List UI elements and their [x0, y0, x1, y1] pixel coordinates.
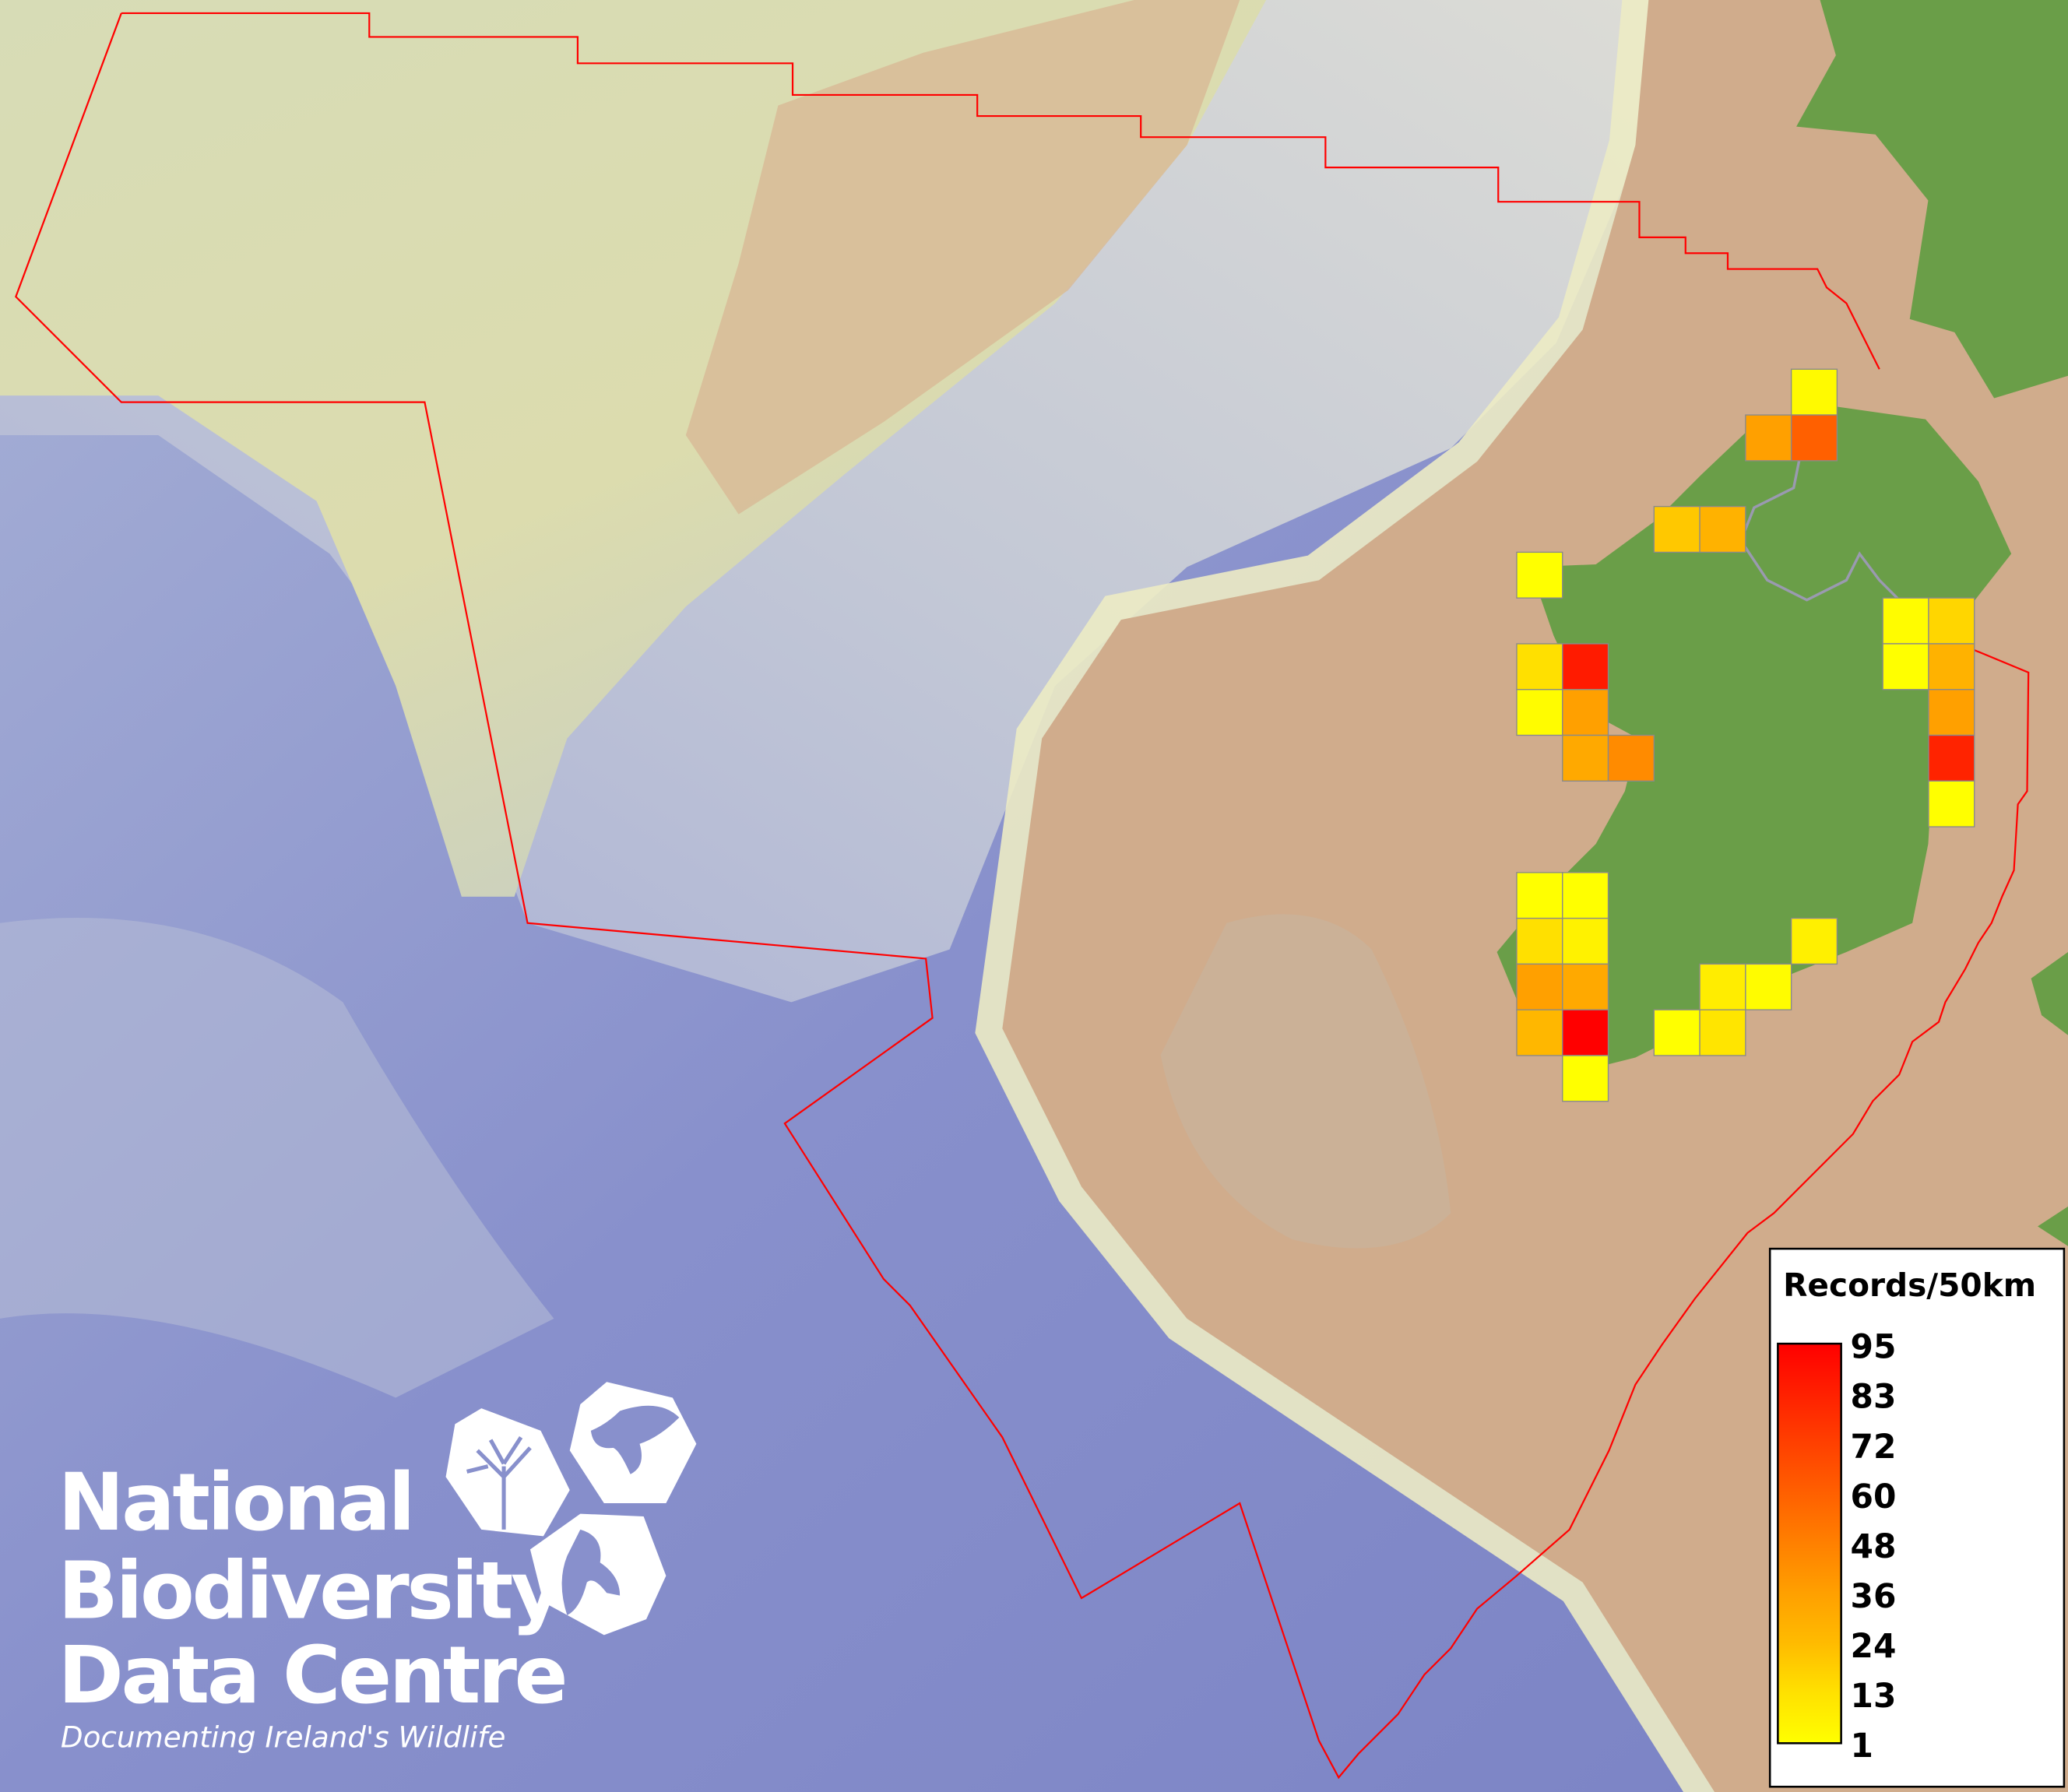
legend-tick-label: 83	[1851, 1378, 1897, 1416]
logo-tagline: Documenting Ireland's Wildlife	[61, 1720, 505, 1754]
porcupine-bank	[1160, 914, 1451, 1249]
grid-cell	[1928, 734, 1975, 782]
grid-cell	[1607, 734, 1655, 782]
grid-cell	[1745, 414, 1792, 462]
nbdc-logo: National Biodiversity Data Centre Docume…	[58, 1382, 697, 1754]
grid-cell	[1699, 1009, 1746, 1056]
grid-cell	[1653, 505, 1700, 553]
logo-line-1: National	[58, 1456, 413, 1548]
records-grid	[1516, 368, 1975, 1102]
grid-cell	[1745, 963, 1792, 1010]
grid-cell	[1562, 1055, 1609, 1102]
legend-tick-label: 36	[1851, 1577, 1897, 1615]
legend-tick-label: 13	[1851, 1677, 1897, 1715]
grid-cell	[1516, 643, 1563, 690]
grid-cell	[1790, 414, 1838, 462]
tree-glyph-icon	[466, 1435, 532, 1530]
grid-cell	[1562, 872, 1609, 919]
legend: Records/50km 95 83 72 60 48 36 24 13 1	[1768, 1247, 2066, 1788]
legend-tick-label: 24	[1851, 1627, 1897, 1665]
grid-cell	[1653, 1009, 1700, 1056]
legend-tick-label: 72	[1851, 1428, 1897, 1466]
grid-cell	[1516, 917, 1563, 965]
legend-tick-label: 48	[1851, 1527, 1897, 1565]
butterfly-glyph-icon	[590, 1405, 680, 1474]
survey-boundary-main	[15, 12, 2030, 1780]
logo-hexagons	[445, 1382, 697, 1636]
grid-cell	[1790, 917, 1838, 965]
grid-cell	[1516, 1009, 1563, 1056]
legend-tick-label: 1	[1851, 1727, 1873, 1765]
abyssal-plain-shading	[0, 917, 554, 1398]
survey-boundary-north	[121, 12, 1880, 370]
grid-cell	[1562, 1009, 1609, 1056]
border-line	[1739, 455, 1901, 602]
logo-line-2: Biodiversity	[58, 1544, 562, 1636]
grid-cell	[1562, 963, 1609, 1010]
grid-cell	[1882, 597, 1929, 645]
grid-cell	[1928, 780, 1975, 827]
grid-cell	[1516, 872, 1563, 919]
legend-tick-label: 60	[1851, 1478, 1897, 1516]
scotland-landmass	[1796, 0, 2068, 399]
grid-cell	[1928, 689, 1975, 736]
grid-cell	[1699, 505, 1746, 553]
legend-tick-label: 95	[1851, 1328, 1897, 1366]
grid-cell	[1928, 643, 1975, 690]
grid-cell	[1516, 551, 1563, 599]
grid-cell	[1562, 917, 1609, 965]
shallow-bank-tan	[685, 0, 1240, 515]
grid-cell	[1882, 643, 1929, 690]
grid-cell	[1562, 734, 1609, 782]
legend-colorbar	[1777, 1342, 1842, 1745]
seahorse-glyph-icon	[561, 1529, 621, 1616]
grid-cell	[1790, 368, 1838, 416]
grid-cell	[1562, 689, 1609, 736]
grid-cell	[1516, 963, 1563, 1010]
ireland-landmass	[1496, 406, 2012, 1071]
grid-cell	[1562, 643, 1609, 690]
legend-title: Records/50km	[1783, 1267, 2036, 1304]
wales-landmass	[2031, 951, 2068, 1246]
grid-cell	[1928, 597, 1975, 645]
logo-line-3: Data Centre	[58, 1629, 566, 1721]
grid-cell	[1699, 963, 1746, 1010]
grid-cell	[1516, 689, 1563, 736]
